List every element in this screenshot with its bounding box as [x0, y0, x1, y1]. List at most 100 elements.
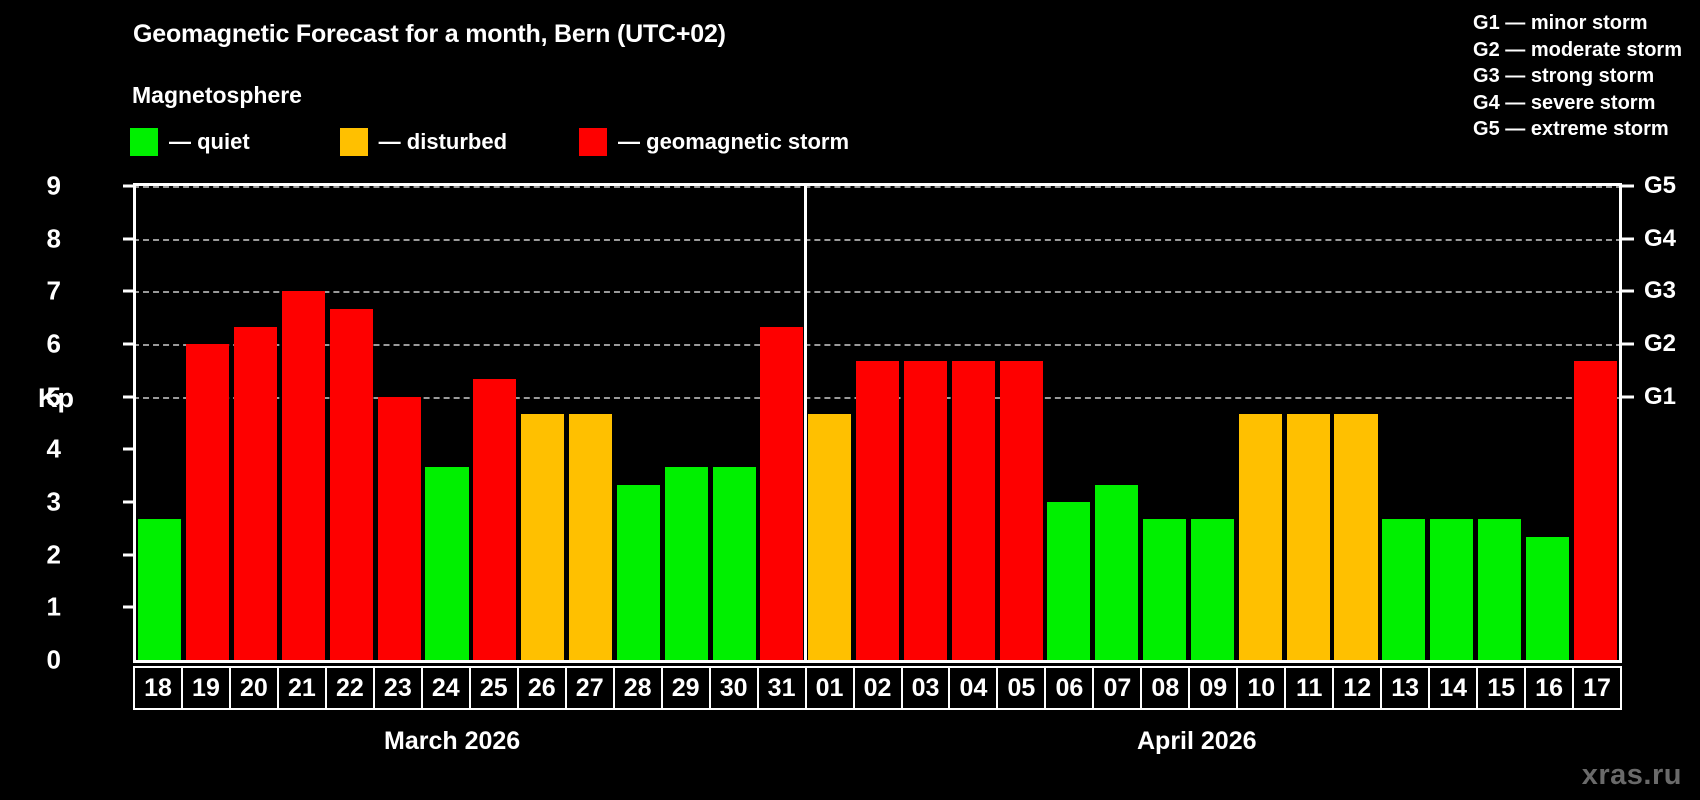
bar-cell-01[interactable]	[806, 186, 854, 660]
bar-22[interactable]	[329, 308, 373, 660]
day-label-09[interactable]: 09	[1188, 668, 1236, 708]
bar-31[interactable]	[760, 326, 804, 660]
bar-21[interactable]	[281, 291, 325, 660]
bar-cell-06[interactable]	[1045, 186, 1093, 660]
bar-cell-09[interactable]	[1189, 186, 1237, 660]
bar-cell-02[interactable]	[854, 186, 902, 660]
month-caption-april: April 2026	[1137, 727, 1257, 755]
bar-cell-25[interactable]	[471, 186, 519, 660]
bar-cell-07[interactable]	[1093, 186, 1141, 660]
bar-11[interactable]	[1286, 414, 1330, 660]
day-label-13[interactable]: 13	[1380, 668, 1428, 708]
bar-24[interactable]	[425, 466, 469, 660]
day-label-23[interactable]: 23	[372, 668, 421, 708]
day-label-07[interactable]: 07	[1092, 668, 1140, 708]
bar-cell-04[interactable]	[949, 186, 997, 660]
bar-cell-26[interactable]	[519, 186, 567, 660]
day-label-02[interactable]: 02	[852, 668, 901, 708]
bar-17[interactable]	[1573, 361, 1617, 660]
bar-cell-08[interactable]	[1141, 186, 1189, 660]
g-scale-row-4: G4 — severe storm	[1473, 91, 1656, 114]
day-label-15[interactable]: 15	[1476, 668, 1524, 708]
bar-cell-30[interactable]	[710, 186, 758, 660]
bar-cell-03[interactable]	[902, 186, 950, 660]
day-label-12[interactable]: 12	[1332, 668, 1380, 708]
day-label-04[interactable]: 04	[948, 668, 996, 708]
bar-28[interactable]	[616, 484, 660, 660]
bar-cell-11[interactable]	[1284, 186, 1332, 660]
day-label-25[interactable]: 25	[468, 668, 517, 708]
day-label-16[interactable]: 16	[1524, 668, 1572, 708]
bar-04[interactable]	[951, 361, 995, 660]
bar-cell-10[interactable]	[1236, 186, 1284, 660]
bar-cell-21[interactable]	[280, 186, 328, 660]
bar-05[interactable]	[999, 361, 1043, 660]
bar-25[interactable]	[473, 379, 517, 660]
day-label-14[interactable]: 14	[1428, 668, 1476, 708]
day-label-28[interactable]: 28	[612, 668, 661, 708]
bar-cell-19[interactable]	[184, 186, 232, 660]
bar-14[interactable]	[1430, 519, 1474, 660]
color-legend: — quiet — disturbed — geomagnetic storm	[130, 128, 849, 156]
bar-26[interactable]	[521, 414, 565, 660]
bar-cell-16[interactable]	[1523, 186, 1571, 660]
bar-cell-15[interactable]	[1476, 186, 1524, 660]
day-label-10[interactable]: 10	[1236, 668, 1284, 708]
day-label-27[interactable]: 27	[564, 668, 613, 708]
bar-08[interactable]	[1143, 519, 1187, 660]
day-label-19[interactable]: 19	[180, 668, 229, 708]
bar-15[interactable]	[1478, 519, 1522, 660]
day-label-29[interactable]: 29	[660, 668, 709, 708]
day-label-26[interactable]: 26	[516, 668, 565, 708]
bar-23[interactable]	[377, 396, 421, 660]
bar-cell-14[interactable]	[1428, 186, 1476, 660]
bar-06[interactable]	[1047, 502, 1091, 660]
bar-cell-18[interactable]	[136, 186, 184, 660]
bar-20[interactable]	[234, 326, 278, 660]
bar-cell-23[interactable]	[375, 186, 423, 660]
bar-cell-31[interactable]	[758, 186, 806, 660]
day-label-31[interactable]: 31	[756, 668, 805, 708]
bar-18[interactable]	[138, 519, 182, 660]
bar-29[interactable]	[664, 466, 708, 660]
bar-30[interactable]	[712, 466, 756, 660]
bar-19[interactable]	[186, 344, 230, 660]
day-label-22[interactable]: 22	[324, 668, 373, 708]
bar-cell-27[interactable]	[567, 186, 615, 660]
bar-02[interactable]	[856, 361, 900, 660]
bar-12[interactable]	[1334, 414, 1378, 660]
day-label-01[interactable]: 01	[804, 668, 853, 708]
day-label-08[interactable]: 08	[1140, 668, 1188, 708]
magnetosphere-label: Magnetosphere	[132, 82, 302, 108]
bar-cell-28[interactable]	[614, 186, 662, 660]
bar-13[interactable]	[1382, 519, 1426, 660]
month-caption-march: March 2026	[384, 727, 521, 755]
day-label-03[interactable]: 03	[900, 668, 949, 708]
bar-cell-05[interactable]	[997, 186, 1045, 660]
bar-cell-22[interactable]	[327, 186, 375, 660]
bar-cell-29[interactable]	[662, 186, 710, 660]
day-label-20[interactable]: 20	[228, 668, 277, 708]
bar-07[interactable]	[1095, 484, 1139, 660]
day-label-18[interactable]: 18	[133, 668, 181, 708]
bar-27[interactable]	[568, 414, 613, 660]
bar-01[interactable]	[808, 414, 852, 660]
bar-cell-20[interactable]	[232, 186, 280, 660]
y-tick-mark-6	[123, 342, 134, 346]
bar-10[interactable]	[1238, 414, 1282, 660]
bar-cell-13[interactable]	[1380, 186, 1428, 660]
day-label-06[interactable]: 06	[1044, 668, 1092, 708]
legend-swatch-storm	[579, 128, 608, 156]
day-label-24[interactable]: 24	[420, 668, 469, 708]
day-label-17[interactable]: 17	[1572, 668, 1623, 708]
bar-cell-12[interactable]	[1332, 186, 1380, 660]
day-label-05[interactable]: 05	[996, 668, 1044, 708]
day-label-30[interactable]: 30	[708, 668, 757, 708]
day-label-21[interactable]: 21	[276, 668, 325, 708]
bar-09[interactable]	[1190, 519, 1234, 660]
bar-03[interactable]	[903, 361, 947, 660]
bar-cell-17[interactable]	[1571, 186, 1619, 660]
bar-cell-24[interactable]	[423, 186, 471, 660]
day-label-11[interactable]: 11	[1284, 668, 1332, 708]
bar-16[interactable]	[1525, 537, 1569, 660]
